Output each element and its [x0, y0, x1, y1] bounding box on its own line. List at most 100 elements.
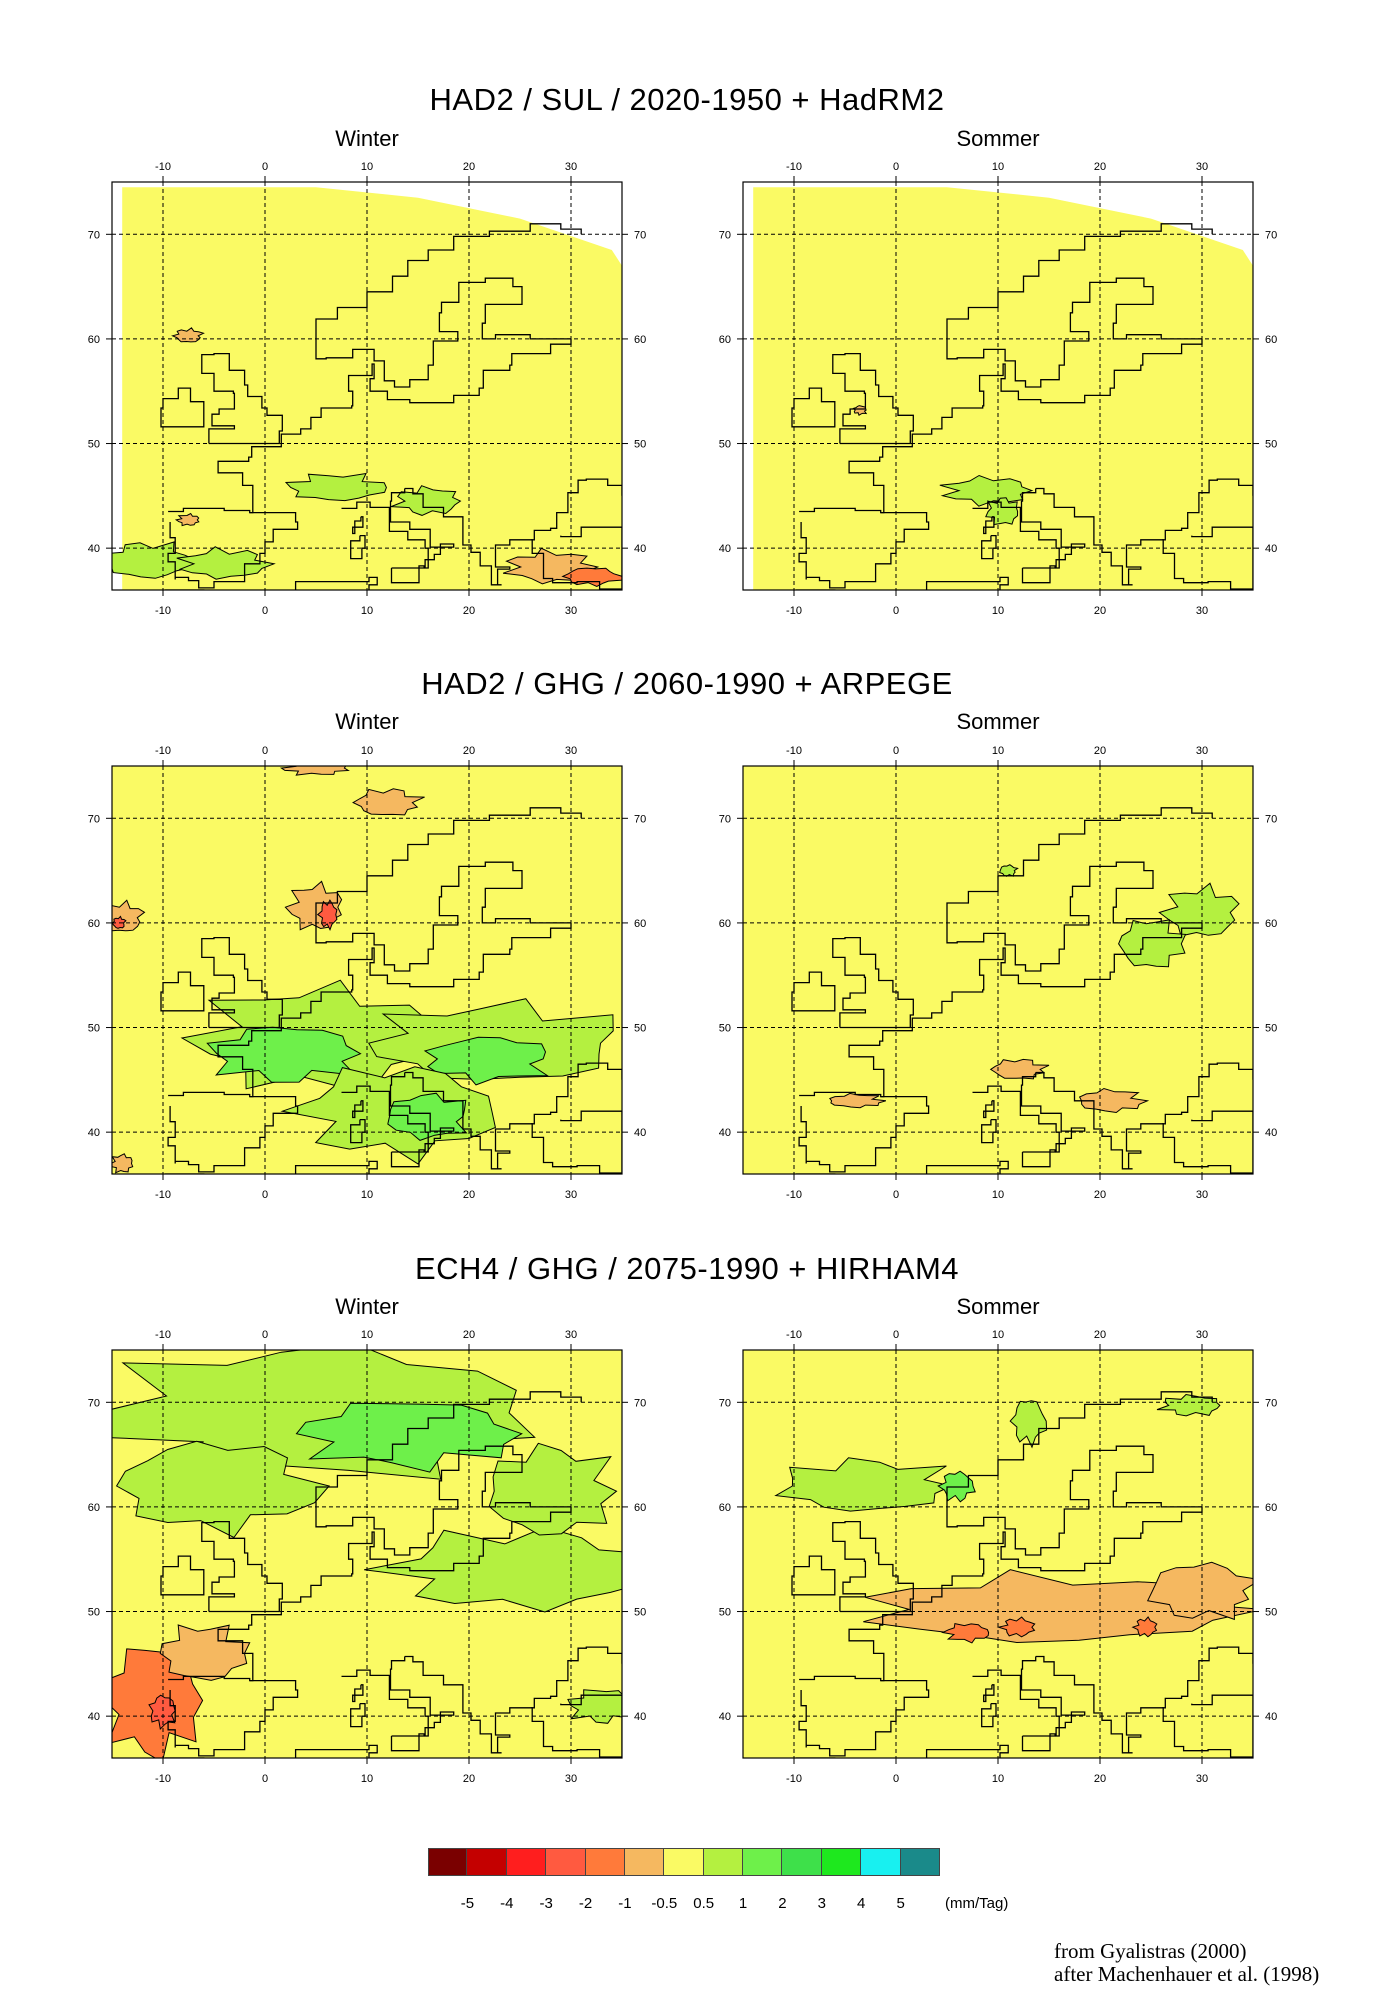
legend-swatch: [900, 1848, 940, 1876]
anomaly-contour-1: [295, 1402, 523, 1473]
lat-tick-label-right: 40: [1265, 1127, 1277, 1139]
coastline-9: [352, 1100, 364, 1119]
anomaly-contour-3: [364, 1526, 622, 1613]
lon-tick-label-top: 20: [1094, 745, 1106, 757]
coastline-11: [1021, 1149, 1056, 1168]
lat-tick-label-right: 50: [1265, 439, 1277, 451]
anomaly-contour-6: [171, 327, 205, 343]
coastline-2: [315, 1391, 582, 1556]
coastline-2: [315, 223, 582, 388]
lat-tick-label-right: 60: [634, 334, 646, 346]
coastline-11: [390, 1149, 425, 1168]
anomaly-contour-3: [423, 1036, 550, 1086]
legend-swatch: [585, 1848, 625, 1876]
lat-tick-label-right: 40: [634, 543, 646, 555]
coastline-5: [972, 488, 1086, 569]
anomaly-contour-2: [284, 472, 387, 502]
panel-title-winter-2: Winter: [335, 709, 399, 734]
coastline-0: [798, 1675, 930, 1757]
lat-tick-label-left: 60: [88, 918, 100, 930]
coastline-5: [972, 1072, 1086, 1153]
legend-frame: [428, 1848, 940, 1876]
lat-tick-label-left: 40: [88, 1711, 100, 1723]
coastline-1: [848, 1506, 1203, 1682]
credit-line-2: after Machenhauer et al. (1998): [1054, 1962, 1320, 1986]
coastline-7: [1162, 1110, 1253, 1174]
legend-swatch: [467, 1848, 507, 1876]
lat-tick-label-right: 40: [634, 1127, 646, 1139]
lon-tick-label-bottom: 0: [262, 1773, 268, 1785]
coastline-7: [1162, 1694, 1253, 1758]
lat-tick-label-left: 70: [88, 229, 100, 241]
lat-tick-label-left: 50: [719, 1023, 731, 1035]
map-panel-summer-1: -10 -10 0 0 10 10 20 20 30 30 70 70 60 60 50 50 40 40: [719, 161, 1278, 617]
lon-tick-label-top: 30: [1196, 745, 1208, 757]
lat-tick-label-left: 40: [719, 1127, 731, 1139]
coastline-0: [798, 507, 930, 589]
lat-tick-label-left: 60: [88, 334, 100, 346]
lat-tick-label-right: 40: [1265, 1711, 1277, 1723]
lat-tick-label-left: 40: [88, 543, 100, 555]
lon-tick-label-top: 0: [893, 161, 899, 173]
coastline-0: [167, 1091, 299, 1173]
coastline-12: [505, 1763, 534, 1767]
panel-title-summer-2: Sommer: [956, 709, 1040, 734]
coastline-11: [390, 565, 425, 584]
lon-tick-label-top: -10: [786, 161, 802, 173]
lon-tick-label-bottom: 0: [262, 605, 268, 617]
lat-tick-label-left: 50: [719, 1607, 731, 1619]
coastline-4: [160, 1555, 205, 1596]
lon-tick-label-top: 30: [565, 1329, 577, 1341]
coastline-3: [201, 936, 283, 1029]
lon-tick-label-top: 0: [893, 745, 899, 757]
legend-swatch: [782, 1848, 822, 1876]
lat-tick-label-left: 40: [719, 1711, 731, 1723]
anomaly-contour-1: [1118, 919, 1187, 968]
anomaly-contour-12: [112, 1153, 134, 1174]
legend-swatch: [743, 1848, 783, 1876]
lon-tick-label-top: 10: [361, 161, 373, 173]
lon-tick-label-bottom: 20: [463, 1189, 475, 1201]
lat-tick-label-right: 50: [634, 439, 646, 451]
lon-tick-label-bottom: 10: [361, 1189, 373, 1201]
lon-tick-label-bottom: 20: [463, 605, 475, 617]
coastline-12: [1136, 1763, 1165, 1767]
credit-line-1: from Gyalistras (2000): [1054, 1939, 1247, 1963]
lon-tick-label-bottom: 10: [992, 1189, 1004, 1201]
lat-tick-label-right: 50: [1265, 1607, 1277, 1619]
anomaly-contour-6: [941, 1623, 990, 1644]
coastline-2: [946, 223, 1213, 388]
coastline-11: [390, 1733, 425, 1752]
legend-swatch: [624, 1848, 665, 1876]
lat-tick-label-left: 40: [719, 543, 731, 555]
coastline-9: [352, 516, 364, 535]
row3-title: ECH4 / GHG / 2075-1990 + HIRHAM4: [414, 1251, 960, 1286]
lat-tick-label-left: 70: [88, 1397, 100, 1409]
coastline-3: [832, 352, 914, 445]
legend-label: -0.5: [651, 1895, 678, 1912]
lat-tick-label-left: 70: [719, 229, 731, 241]
legend-label: 0.5: [693, 1895, 715, 1912]
lat-tick-label-right: 70: [634, 1397, 646, 1409]
coastline-4: [160, 387, 205, 428]
coastline-5: [341, 488, 455, 569]
coastline-1: [217, 338, 572, 514]
legend-swatch: [861, 1848, 901, 1876]
lat-tick-label-left: 60: [719, 334, 731, 346]
coastline-3: [201, 352, 283, 445]
map-content: [743, 766, 1253, 1174]
lat-tick-label-right: 70: [1265, 1397, 1277, 1409]
coastline-3: [832, 1520, 914, 1613]
map-panel-winter-1: -10 -10 0 0 10 10 20 20 30 30 70 70 60 60 50 50 40 40: [88, 161, 647, 617]
map-content: [743, 182, 1253, 590]
lon-tick-label-top: 30: [565, 745, 577, 757]
lon-tick-label-bottom: -10: [786, 1189, 802, 1201]
coastline-10: [981, 534, 997, 560]
legend-label: -2: [578, 1895, 593, 1912]
legend-swatch: [821, 1848, 862, 1876]
lat-tick-label-left: 60: [719, 918, 731, 930]
lon-tick-label-bottom: -10: [155, 605, 171, 617]
lon-tick-label-bottom: -10: [786, 1773, 802, 1785]
lon-tick-label-bottom: 20: [463, 1773, 475, 1785]
lon-tick-label-bottom: 0: [262, 1189, 268, 1201]
